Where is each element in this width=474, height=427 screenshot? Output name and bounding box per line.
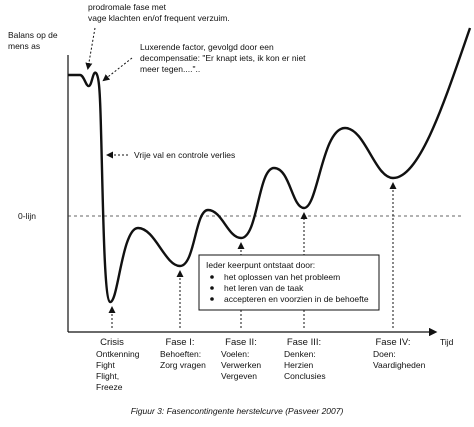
zero-line-label: 0-lijn bbox=[18, 211, 36, 221]
box-item: het leren van de taak bbox=[224, 283, 304, 293]
bullet bbox=[210, 286, 214, 290]
x-axis-label: Tijd bbox=[440, 337, 454, 347]
phase-line: Freeze bbox=[96, 382, 123, 392]
y-axis-label: Balans op de bbox=[8, 30, 58, 40]
phase-line: Herzien bbox=[284, 360, 314, 370]
annotation: Luxerende factor, gevolgd door een bbox=[140, 42, 274, 52]
phase-line: Verwerken bbox=[221, 360, 261, 370]
annotation: decompensatie: "Er knapt iets, ik kon er… bbox=[140, 53, 306, 63]
arrow bbox=[85, 27, 96, 70]
box-title: Ieder keerpunt ontstaat door: bbox=[206, 260, 315, 270]
annotation: meer tegen....".. bbox=[140, 64, 200, 74]
phase-title: Fase III: bbox=[287, 337, 321, 348]
bullet bbox=[210, 297, 214, 301]
annotation: prodromale fase met bbox=[88, 2, 167, 12]
phase-line: Vaardigheden bbox=[373, 360, 426, 370]
phase-line: Fight bbox=[96, 360, 116, 370]
info-box bbox=[198, 254, 380, 311]
phase-title: Fase IV: bbox=[375, 337, 410, 348]
phase-line: Vergeven bbox=[221, 371, 257, 381]
caption: Figuur 3: Fasencontingente herstelcurve … bbox=[131, 406, 344, 416]
arrow bbox=[102, 57, 133, 82]
annotation: Vrije val en controle verlies bbox=[134, 150, 235, 160]
phase-title: Crisis bbox=[100, 337, 124, 348]
y-axis-label: mens as bbox=[8, 41, 40, 51]
annotation: vage klachten en/of frequent verzuim. bbox=[88, 13, 230, 23]
phase-line: Voelen: bbox=[221, 349, 249, 359]
phase-title: Fase II: bbox=[225, 337, 257, 348]
box-item: het oplossen van het probleem bbox=[224, 272, 340, 282]
box-item: accepteren en voorzien in de behoefte bbox=[224, 294, 369, 304]
recovery-curve bbox=[68, 27, 472, 304]
phase-line: Behoeften: bbox=[160, 349, 201, 359]
phase-line: Ontkenning bbox=[96, 349, 140, 359]
phase-line: Zorg vragen bbox=[160, 360, 206, 370]
bullet bbox=[210, 275, 214, 279]
phase-line: Flight, bbox=[96, 371, 119, 381]
phase-line: Doen: bbox=[373, 349, 396, 359]
phase-title: Fase I: bbox=[165, 337, 194, 348]
phase-line: Conclusies bbox=[284, 371, 326, 381]
phase-line: Denken: bbox=[284, 349, 316, 359]
